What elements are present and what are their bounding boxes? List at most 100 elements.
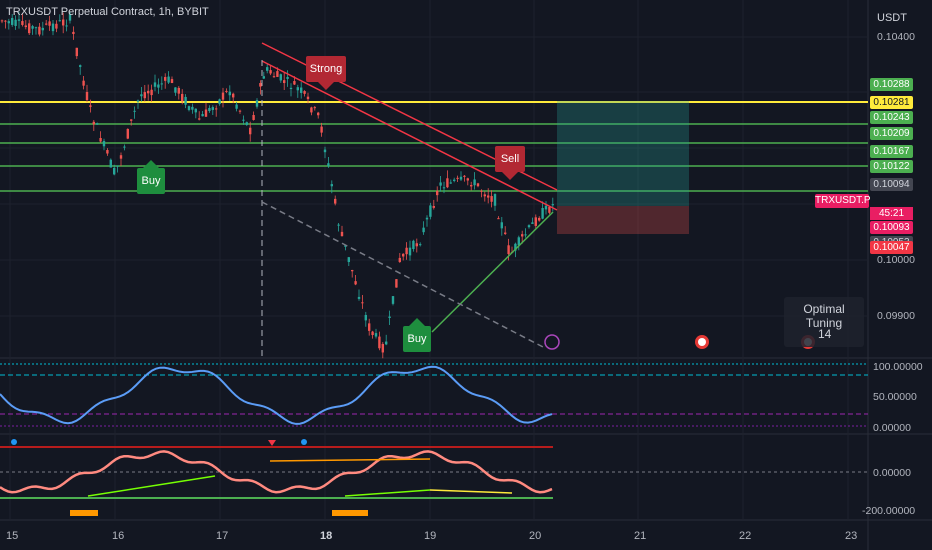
price-tag: 0.10288 xyxy=(870,78,913,91)
candle-body xyxy=(361,302,364,304)
buy-signal: Buy xyxy=(137,168,165,194)
candle-body xyxy=(79,65,82,67)
candle-body xyxy=(378,336,381,349)
candle-body xyxy=(150,89,153,96)
price-tag: 0.10094 xyxy=(870,178,913,191)
candle-body xyxy=(527,225,531,228)
candle-body xyxy=(395,279,398,288)
candle-body xyxy=(249,127,252,135)
price-tag: 0.10209 xyxy=(870,127,913,140)
resistance-trendline xyxy=(261,60,558,211)
candle-body xyxy=(303,91,306,94)
candle-body xyxy=(31,26,34,29)
candle-body xyxy=(493,194,497,206)
candle-body xyxy=(153,82,157,87)
optimal-tuning-value: 14 xyxy=(818,327,832,341)
candle-body xyxy=(364,314,367,321)
osc2-divergence-line xyxy=(87,475,216,497)
candle-body xyxy=(283,80,286,84)
time-axis-label: 21 xyxy=(634,530,647,542)
osc2-dot xyxy=(301,439,307,445)
candle-body xyxy=(157,84,160,88)
price-tag: 0.10047 xyxy=(870,241,913,254)
candle-body xyxy=(136,100,140,102)
candle-body xyxy=(48,21,51,26)
candle-body xyxy=(45,23,48,25)
candle-body xyxy=(14,19,17,26)
candle-body xyxy=(133,110,136,112)
candle-body xyxy=(310,107,313,113)
candle-body xyxy=(252,114,255,120)
candle-body xyxy=(347,257,350,263)
bar-countdown: 45:21 xyxy=(870,207,913,220)
candle-body xyxy=(215,108,218,110)
candle-body xyxy=(276,71,279,77)
candle-body xyxy=(446,178,449,188)
candle-body xyxy=(504,232,507,234)
buy-signal: Buy xyxy=(403,326,431,352)
sell-signal: Sell xyxy=(495,146,525,172)
price-tag: 0.10093 xyxy=(870,221,913,234)
time-axis-label: 18 xyxy=(320,530,333,542)
candle-body xyxy=(164,77,167,81)
buy-arrow xyxy=(143,160,159,168)
candle-body xyxy=(551,204,554,206)
candle-body xyxy=(51,23,55,32)
candle-body xyxy=(201,114,204,117)
candle-body xyxy=(385,341,388,345)
candle-body xyxy=(306,96,310,100)
lightning-event-icon xyxy=(544,334,560,350)
candle-body xyxy=(391,296,395,304)
candle-body xyxy=(544,205,548,210)
candle-body xyxy=(531,222,534,224)
time-axis-label: 17 xyxy=(216,530,229,542)
candle-body xyxy=(7,21,10,24)
candle-body xyxy=(92,121,95,125)
candle-body xyxy=(242,119,245,121)
osc2-marker xyxy=(70,510,98,516)
osc1-axis-label: 50.00000 xyxy=(873,391,917,403)
optimal-tuning-panel: Optimal Tuning 14 xyxy=(784,297,864,347)
candle-body xyxy=(116,165,119,167)
candle-body xyxy=(453,179,456,181)
currency-label[interactable]: USDT xyxy=(877,12,907,24)
candle-body xyxy=(500,222,503,229)
sell-arrow xyxy=(502,172,518,180)
candle-body xyxy=(344,245,347,247)
candle-body xyxy=(459,176,463,180)
candle-body xyxy=(174,87,177,93)
candle-body xyxy=(351,269,354,272)
candle-body xyxy=(262,76,265,79)
candle-body xyxy=(130,119,133,121)
osc1-line xyxy=(0,365,553,425)
candle-body xyxy=(143,92,146,99)
candle-body xyxy=(109,159,112,168)
candle-body xyxy=(340,231,344,237)
strong-sell-signal: Strong xyxy=(306,56,346,82)
candle-body xyxy=(72,31,75,35)
candle-body xyxy=(422,227,425,233)
candle-body xyxy=(238,110,242,112)
candle-body xyxy=(402,253,405,257)
time-axis-label: 15 xyxy=(6,530,19,542)
candle-body xyxy=(507,245,510,255)
osc1-axis-label: 0.00000 xyxy=(873,422,911,434)
osc2-divergence-line xyxy=(344,489,431,497)
candle-body xyxy=(296,87,299,91)
candle-body xyxy=(191,106,194,110)
candle-body xyxy=(140,94,143,97)
candle-body xyxy=(113,167,116,175)
time-axis-label: 20 xyxy=(529,530,542,542)
candle-body xyxy=(439,182,442,186)
candle-body xyxy=(442,187,446,189)
candle-body xyxy=(490,196,493,202)
candle-body xyxy=(245,122,248,125)
candle-body xyxy=(272,76,276,78)
price-tag: 0.10243 xyxy=(870,111,913,124)
candle-body xyxy=(170,79,174,83)
candle-body xyxy=(0,20,4,22)
candle-body xyxy=(58,20,61,22)
candle-body xyxy=(85,92,89,101)
candle-body xyxy=(160,83,163,85)
